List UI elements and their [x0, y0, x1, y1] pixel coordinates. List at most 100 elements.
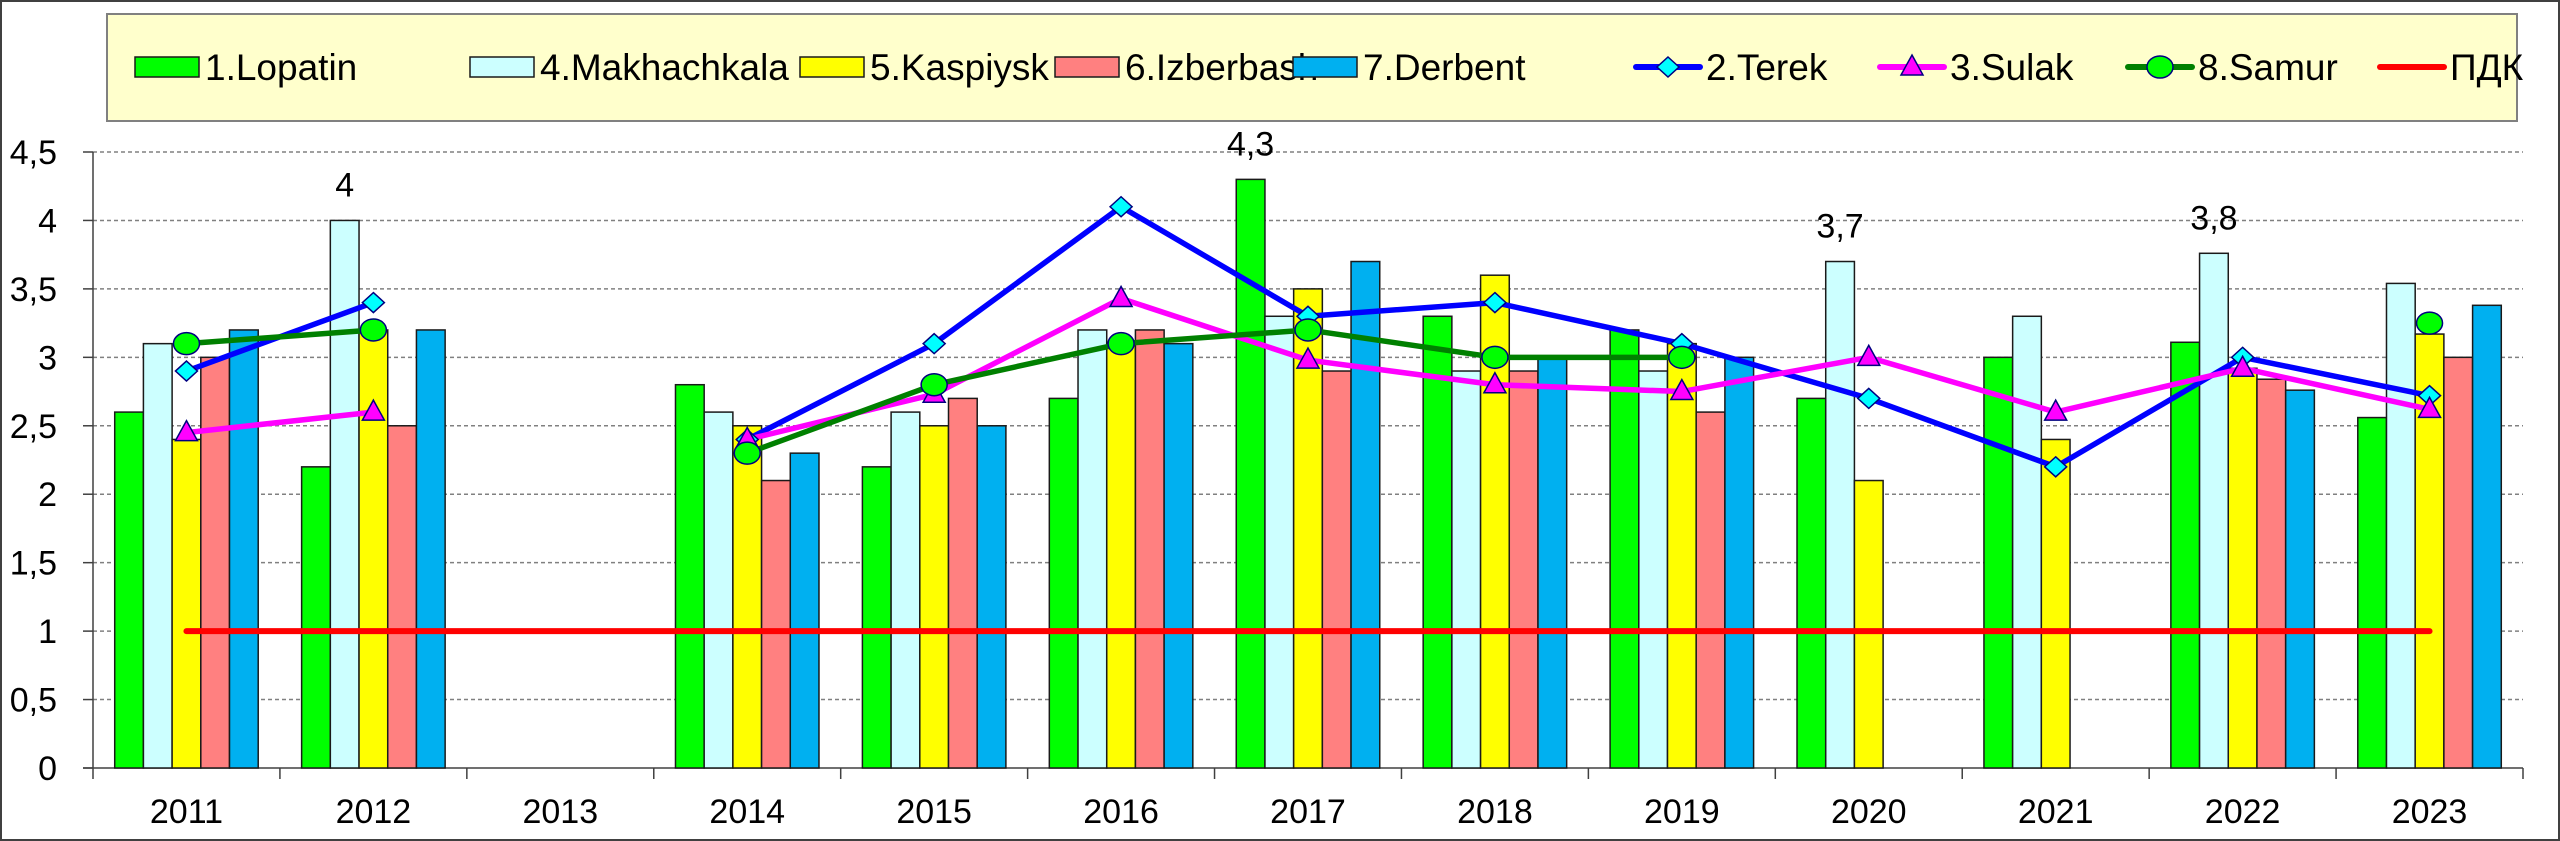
x-tick-label: 2023	[2392, 793, 2468, 831]
series-line	[183, 327, 377, 347]
legend: 1.Lopatin 4.Makhachkala 5.Kaspiysk 6.Izberb…	[134, 47, 2524, 88]
diamond-marker-icon	[1108, 195, 1134, 218]
bar	[1321, 370, 1352, 769]
diamond-marker-icon	[1482, 291, 1508, 314]
x-tick-label: 2014	[709, 793, 785, 831]
data-label: 3,8	[2190, 199, 2237, 237]
circle-marker-icon	[359, 318, 388, 342]
bar	[1537, 356, 1568, 769]
circle-marker-icon	[2415, 311, 2444, 335]
circle-marker-icon	[733, 441, 761, 465]
series-line	[744, 204, 2433, 470]
bar	[947, 397, 978, 769]
y-tick-label: 3	[38, 339, 57, 377]
bar	[2198, 252, 2230, 769]
legend-item: ПДК	[2377, 47, 2524, 88]
bar	[2256, 378, 2287, 769]
triangle-marker-icon	[1669, 377, 1695, 401]
circle-marker-icon	[172, 331, 201, 356]
bar	[2170, 341, 2201, 769]
bar	[2443, 356, 2474, 769]
y-tick-label: 4	[38, 202, 57, 240]
bar	[1264, 315, 1295, 769]
legend-label: 6.Izberbash	[1125, 47, 1318, 88]
legend-label: 8.Samur	[2198, 47, 2338, 88]
bar	[113, 411, 145, 769]
diamond-marker-icon	[2043, 455, 2068, 478]
x-tick-label: 2015	[896, 793, 972, 831]
bar	[789, 452, 820, 769]
x-tick-label: 2017	[1270, 793, 1346, 831]
diamond-marker-icon	[361, 291, 386, 314]
bar	[300, 466, 332, 769]
x-axis: 2011 2012 2013 2014 2015 2016 2017 2018 2019 2020…	[83, 767, 2524, 831]
y-tick-label: 1,5	[10, 545, 57, 583]
legend-item: 6.Izberbash	[1054, 47, 1318, 88]
circle-marker-icon	[2146, 55, 2174, 79]
bar	[2357, 416, 2388, 769]
legend-swatch-icon	[1054, 56, 1120, 78]
bar	[1422, 315, 1453, 769]
circle-marker-icon	[1294, 318, 1322, 342]
triangle-marker-icon	[1295, 346, 1321, 369]
triangle-marker-icon	[361, 398, 386, 421]
legend-item: 4.Makhachkala	[469, 47, 789, 88]
y-tick-label: 3,5	[10, 271, 57, 309]
bar	[1235, 178, 1266, 769]
bar	[2385, 282, 2416, 769]
y-axis: 0 0,5 1 1,5 2 2,5 3 3,5 4 4,5	[10, 134, 94, 788]
bar	[200, 356, 231, 769]
bar	[1796, 397, 1827, 769]
series-line	[744, 295, 2433, 443]
bar	[1824, 260, 1856, 769]
legend-item: 2.Terek	[1633, 47, 1828, 88]
x-tick-label: 2021	[2018, 793, 2094, 831]
legend-label: 5.Kaspiysk	[870, 47, 1049, 88]
legend-item: 1.Lopatin	[134, 47, 357, 88]
data-label: 4,3	[1227, 125, 1274, 163]
triangle-marker-icon	[2230, 354, 2255, 378]
bar	[890, 411, 921, 769]
bar	[1508, 370, 1539, 769]
bar	[1077, 329, 1108, 769]
bar	[674, 383, 705, 769]
bar	[760, 479, 792, 769]
bar	[1350, 260, 1381, 769]
x-tick-label: 2016	[1083, 793, 1159, 831]
legend-label: 1.Lopatin	[205, 47, 357, 88]
bar	[1853, 479, 1884, 769]
bar	[2227, 367, 2258, 769]
bar	[1638, 370, 1669, 769]
circle-marker-icon	[1668, 345, 1696, 370]
x-tick-label: 2018	[1457, 793, 1533, 831]
legend-swatch-icon	[134, 56, 200, 78]
x-tick-label: 2020	[1831, 793, 1907, 831]
bar	[1666, 342, 1697, 769]
legend-item: 8.Samur	[2125, 47, 2338, 88]
triangle-marker-icon	[1856, 343, 1882, 367]
data-labels: 4 4,3 3,7 3,8	[335, 125, 2237, 245]
bar	[1724, 356, 1755, 769]
circle-marker-icon	[920, 372, 948, 397]
diamond-marker-icon	[174, 360, 199, 383]
diamond-marker-icon	[1856, 387, 1881, 410]
circle-marker-icon	[1481, 345, 1509, 370]
data-label: 3,7	[1816, 208, 1863, 246]
diamond-marker-icon	[1655, 55, 1681, 79]
legend-item: 3.Sulak	[1877, 47, 2074, 88]
bar	[1451, 370, 1482, 769]
triangle-marker-icon	[2417, 395, 2442, 419]
legend-swatch-icon	[1292, 56, 1358, 78]
bar	[1983, 356, 2014, 769]
bar	[358, 329, 389, 769]
legend-swatch-icon	[799, 56, 865, 78]
y-tick-label: 1	[38, 613, 57, 651]
triangle-marker-icon	[174, 419, 199, 442]
bar	[171, 438, 202, 769]
bar	[2471, 304, 2503, 769]
legend-item: 7.Derbent	[1292, 47, 1526, 88]
legend-item: 5.Kaspiysk	[799, 47, 1049, 88]
diamond-marker-icon	[922, 332, 947, 355]
bar	[1609, 329, 1640, 769]
